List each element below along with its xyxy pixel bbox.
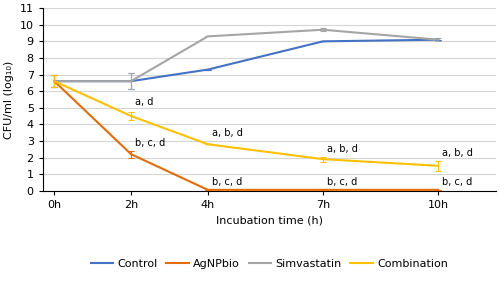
Text: b, c, d: b, c, d (327, 177, 357, 187)
Text: a, b, d: a, b, d (327, 144, 358, 154)
Text: a, b, d: a, b, d (212, 127, 242, 138)
Text: b, c, d: b, c, d (135, 138, 165, 148)
Text: b, c, d: b, c, d (442, 177, 472, 187)
Text: a, d: a, d (135, 97, 154, 107)
Text: b, c, d: b, c, d (212, 177, 242, 187)
X-axis label: Incubation time (h): Incubation time (h) (216, 215, 323, 225)
Y-axis label: CFU/ml (log₁₀): CFU/ml (log₁₀) (4, 60, 14, 139)
Text: a, b, d: a, b, d (442, 148, 473, 157)
Legend: Control, AgNPbio, Simvastatin, Combination: Control, AgNPbio, Simvastatin, Combinati… (86, 255, 453, 274)
